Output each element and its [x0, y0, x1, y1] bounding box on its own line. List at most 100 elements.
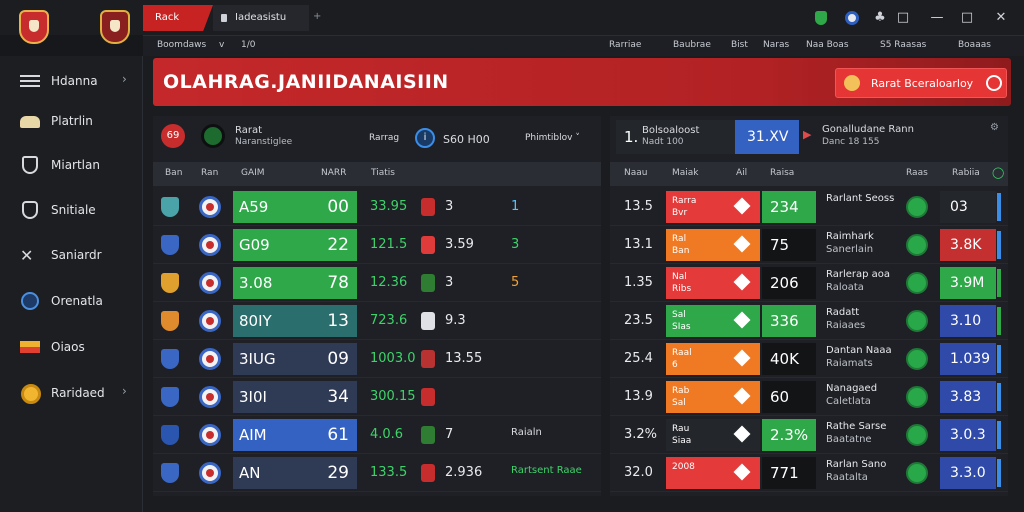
- filter-left-3[interactable]: 1/0: [241, 40, 256, 50]
- table-row[interactable]: 3.2% Rau Siaa 2.3% Rathe Sarse Baatatne 3.0.3: [610, 416, 1008, 454]
- sidebar-item-hdanna[interactable]: Hdanna ›: [0, 66, 143, 96]
- minimize-icon[interactable]: —: [930, 10, 944, 25]
- table-row[interactable]: A59 00 33.95 3 1: [153, 188, 601, 226]
- col-header[interactable]: Raas: [906, 168, 928, 178]
- filter-right-5[interactable]: Naa Boas: [806, 40, 849, 50]
- market-cell[interactable]: 2008: [666, 457, 760, 489]
- table-row[interactable]: 13.9 Rab Sal 60 Nanagaed Caletlata 3.83: [610, 378, 1008, 416]
- rating-cell[interactable]: 3.8K: [940, 229, 996, 261]
- tab-active[interactable]: Rack: [143, 5, 213, 31]
- sidebar-item-saniardr[interactable]: ✕ Saniardr: [0, 240, 143, 270]
- stat-cell[interactable]: AIM 61: [233, 419, 357, 451]
- restore-icon[interactable]: □: [896, 10, 910, 25]
- table-row[interactable]: 25.4 Raal 6 40K Dantan Naaa Raiamats 1.039: [610, 340, 1008, 378]
- filter-right-3[interactable]: Bist: [731, 40, 748, 50]
- table-row[interactable]: 1.35 Nal Ribs 206 Rarlerap aoa Raloata 3.9M: [610, 264, 1008, 302]
- filter-right-4[interactable]: Naras: [763, 40, 790, 50]
- stat-cell[interactable]: 3.08 78: [233, 267, 357, 299]
- sidebar-item-snitiale[interactable]: Snitiale: [0, 195, 143, 225]
- filter-right-1[interactable]: Rarriae: [609, 40, 642, 50]
- value-cell[interactable]: 771: [762, 457, 816, 489]
- filter-right-7[interactable]: Boaaas: [958, 40, 991, 50]
- pin-icon[interactable]: ♣: [874, 10, 886, 25]
- stat-cell[interactable]: G09 22: [233, 229, 357, 261]
- close-icon[interactable]: ✕: [995, 10, 1007, 25]
- table-row[interactable]: 13.5 Rarra Bvr 234 Rarlant Seoss 03: [610, 188, 1008, 226]
- col-header[interactable]: Raisa: [770, 168, 795, 178]
- col-header[interactable]: Ran: [201, 168, 219, 178]
- stat-cell[interactable]: AN 29: [233, 457, 357, 489]
- stat-cell[interactable]: 80IY 13: [233, 305, 357, 337]
- table-row[interactable]: 3IUG 09 1003.0 13.55: [153, 340, 601, 378]
- value-cell[interactable]: 60: [762, 381, 816, 413]
- refresh-icon[interactable]: [986, 75, 1002, 91]
- club-crest-icon[interactable]: [100, 10, 130, 44]
- table-row[interactable]: 3I0I 34 300.15: [153, 378, 601, 416]
- club-logo-icon[interactable]: [19, 10, 49, 44]
- col-header[interactable]: Ail: [736, 168, 748, 178]
- value-cell[interactable]: 206: [762, 267, 816, 299]
- filter-dropdown[interactable]: Phimtiblov ˅: [525, 133, 580, 143]
- table-row[interactable]: 32.0 2008 771 Rarlan Sano Raatalta 3.3.0: [610, 454, 1008, 492]
- arrow-right-icon[interactable]: ▶: [803, 128, 812, 141]
- table-row[interactable]: G09 22 121.5 3.59 3: [153, 226, 601, 264]
- market-cell[interactable]: Ral Ban: [666, 229, 760, 261]
- filter-right-6[interactable]: S5 Raasas: [880, 40, 927, 50]
- table-row[interactable]: 23.5 Sal SIas 336 Radatt Raiaaes 3.10: [610, 302, 1008, 340]
- value-cell[interactable]: 234: [762, 191, 816, 223]
- stat-cell[interactable]: 3IUG 09: [233, 343, 357, 375]
- market-cell[interactable]: Rau Siaa: [666, 419, 760, 451]
- chevron-down-icon[interactable]: v: [219, 40, 225, 50]
- sidebar-item-oiaos[interactable]: Oiaos: [0, 332, 143, 362]
- col-header[interactable]: Tiatis: [371, 168, 395, 178]
- table-row[interactable]: AN 29 133.5 2.936 Rartsent Raae: [153, 454, 601, 492]
- account-icon[interactable]: [843, 9, 861, 27]
- sidebar-item-orenatla[interactable]: Orenatla: [0, 286, 143, 316]
- sidebar-item-raridaed[interactable]: Raridaed ›: [0, 378, 143, 408]
- market-cell[interactable]: Rarra Bvr: [666, 191, 760, 223]
- table-row[interactable]: 3.08 78 12.36 3 5: [153, 264, 601, 302]
- table-row[interactable]: 13.1 Ral Ban 75 Raimhark Sanerlain 3.8K: [610, 226, 1008, 264]
- rating-cell[interactable]: 03: [940, 191, 996, 223]
- rating-cell[interactable]: 3.83: [940, 381, 996, 413]
- match-code-badge[interactable]: 69: [161, 124, 185, 148]
- sidebar-item-miartlan[interactable]: Miartlan: [0, 150, 143, 180]
- market-cell[interactable]: Raal 6: [666, 343, 760, 375]
- value-cell[interactable]: 40K: [762, 343, 816, 375]
- col-header[interactable]: Naau: [624, 168, 648, 178]
- tab-second[interactable]: Iadeasistu: [213, 5, 309, 31]
- maximize-icon[interactable]: □: [960, 10, 974, 25]
- stat-cell[interactable]: A59 00: [233, 191, 357, 223]
- sidebar-item-platrlin[interactable]: Platrlin: [0, 106, 143, 136]
- opponent-card[interactable]: Gonalludane Rann Danc 18 155 ⚙: [822, 120, 1002, 154]
- stat-a: 3IUG: [239, 350, 276, 368]
- rating-cell[interactable]: 3.9M: [940, 267, 996, 299]
- stat-cell[interactable]: 3I0I 34: [233, 381, 357, 413]
- col-header[interactable]: Ban: [165, 168, 183, 178]
- info-icon[interactable]: i: [415, 128, 435, 148]
- table-row[interactable]: 80IY 13 723.6 9.3: [153, 302, 601, 340]
- table-row[interactable]: AIM 61 4.0.6 7 Raialn: [153, 416, 601, 454]
- filter-left-1[interactable]: Boomdaws: [157, 40, 207, 50]
- rating-cell[interactable]: 3.10: [940, 305, 996, 337]
- value-cell[interactable]: 75: [762, 229, 816, 261]
- leader-card[interactable]: 1. Bolsoaloost Nadt 100 31.XV: [616, 120, 799, 154]
- new-tab-button[interactable]: +: [313, 11, 322, 22]
- shield-icon[interactable]: [812, 9, 830, 27]
- col-header[interactable]: NARR: [321, 168, 347, 178]
- filter-right-2[interactable]: Baubrae: [673, 40, 711, 50]
- rating-cell[interactable]: 3.0.3: [940, 419, 996, 451]
- value-cell[interactable]: 336: [762, 305, 816, 337]
- rating-cell[interactable]: 1.039: [940, 343, 996, 375]
- value-cell[interactable]: 2.3%: [762, 419, 816, 451]
- market-cell[interactable]: Sal SIas: [666, 305, 760, 337]
- rating-cell[interactable]: 3.3.0: [940, 457, 996, 489]
- settings-icon[interactable]: ⚙: [990, 122, 999, 133]
- col-header[interactable]: GAIM: [241, 168, 265, 178]
- col-header[interactable]: Maiak: [672, 168, 699, 178]
- settings-icon[interactable]: ◯: [992, 166, 1005, 179]
- market-cell[interactable]: Rab Sal: [666, 381, 760, 413]
- banner-action-button[interactable]: Rarat Bceraloarloy: [835, 68, 1007, 98]
- col-header[interactable]: Rabiia: [952, 168, 980, 178]
- market-cell[interactable]: Nal Ribs: [666, 267, 760, 299]
